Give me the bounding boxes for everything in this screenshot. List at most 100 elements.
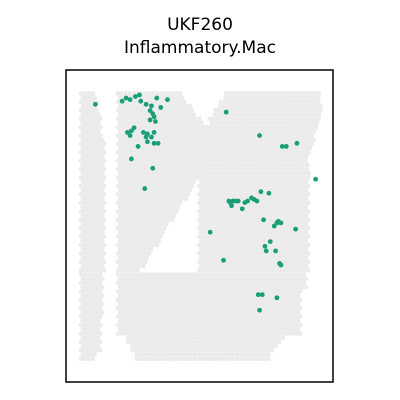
background-spot — [158, 225, 164, 231]
background-spot — [121, 221, 127, 227]
background-spot — [258, 162, 264, 168]
background-spot — [117, 284, 123, 290]
background-spot — [238, 137, 243, 143]
inflammatory-mac-spot — [229, 203, 234, 209]
background-spot — [164, 187, 169, 193]
background-spot — [294, 107, 300, 113]
background-spot — [202, 301, 208, 307]
background-spot — [123, 322, 129, 328]
background-spot — [235, 242, 241, 248]
background-spot — [189, 297, 195, 303]
background-spot — [200, 331, 206, 336]
background-spot — [123, 242, 129, 248]
background-spot — [281, 116, 287, 122]
background-spot — [236, 124, 241, 130]
background-spot — [160, 276, 165, 282]
background-spot — [229, 120, 234, 126]
background-spot — [129, 293, 135, 298]
background-spot — [228, 242, 233, 248]
background-spot — [133, 154, 138, 159]
background-spot — [243, 251, 249, 256]
background-spot — [169, 116, 175, 122]
background-spot — [229, 301, 235, 307]
background-spot — [276, 187, 282, 193]
background-spot — [97, 272, 103, 277]
background-spot — [156, 213, 162, 218]
background-spot — [208, 288, 214, 294]
background-spot — [154, 331, 160, 336]
background-spot — [84, 120, 90, 126]
background-spot — [302, 120, 308, 126]
background-spot — [255, 171, 261, 176]
background-spot — [241, 318, 247, 324]
background-spot — [216, 331, 222, 336]
background-spot — [162, 149, 167, 155]
background-spot — [78, 280, 84, 286]
background-spot — [78, 141, 84, 147]
background-spot — [274, 280, 280, 286]
background-spot — [197, 234, 202, 240]
inflammatory-mac-spot — [262, 243, 268, 249]
background-spot — [133, 284, 138, 290]
background-spot — [101, 217, 107, 223]
background-spot — [123, 259, 129, 265]
background-spot — [173, 314, 179, 320]
background-spot — [262, 305, 268, 311]
background-spot — [146, 314, 152, 320]
background-spot — [179, 171, 185, 176]
background-spot — [142, 166, 148, 172]
background-spot — [210, 145, 216, 151]
background-spot — [188, 347, 193, 353]
inflammatory-mac-spot — [137, 92, 142, 98]
background-spot — [141, 343, 147, 349]
background-spot — [235, 225, 241, 231]
background-spot — [230, 137, 236, 143]
background-spot — [154, 166, 160, 172]
background-spot — [92, 137, 97, 143]
background-spot — [205, 133, 210, 138]
background-spot — [245, 179, 251, 185]
background-spot — [261, 343, 267, 349]
background-spot — [117, 255, 123, 261]
background-spot — [92, 326, 97, 332]
background-spot — [222, 293, 227, 298]
background-spot — [297, 297, 303, 303]
background-spot — [284, 230, 290, 235]
background-spot — [156, 145, 162, 151]
background-spot — [101, 208, 107, 214]
background-spot — [304, 116, 310, 122]
background-spot — [285, 112, 291, 117]
background-spot — [181, 107, 187, 113]
background-spot — [301, 280, 307, 286]
background-spot — [234, 339, 239, 345]
background-spot — [239, 259, 245, 265]
background-spot — [208, 331, 214, 336]
background-spot — [239, 288, 245, 294]
background-spot — [177, 200, 183, 206]
background-spot — [214, 137, 220, 143]
background-spot — [125, 221, 131, 227]
background-spot — [142, 116, 148, 122]
background-spot — [231, 208, 237, 214]
background-spot — [153, 356, 159, 362]
background-spot — [270, 112, 276, 117]
background-spot — [156, 310, 162, 315]
background-spot — [280, 230, 286, 235]
background-spot — [247, 149, 253, 155]
background-spot — [125, 238, 131, 244]
background-spot — [169, 133, 175, 138]
background-spot — [292, 99, 297, 105]
background-spot — [212, 314, 218, 320]
background-spot — [273, 166, 279, 172]
background-spot — [158, 116, 164, 122]
background-spot — [119, 234, 125, 240]
background-spot — [136, 238, 142, 244]
background-spot — [237, 238, 243, 244]
background-spot — [146, 356, 151, 362]
background-spot — [136, 204, 142, 210]
background-spot — [301, 234, 307, 240]
background-spot — [146, 297, 152, 303]
background-spot — [284, 196, 290, 202]
background-spot — [138, 124, 144, 130]
